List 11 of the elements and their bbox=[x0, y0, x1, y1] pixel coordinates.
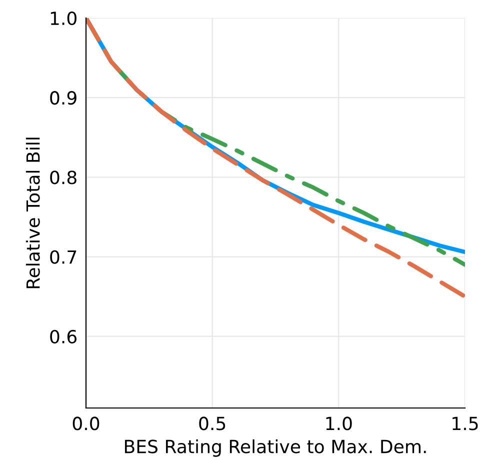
y-axis-title: Relative Total Bill bbox=[26, 138, 40, 288]
x-tick-label: 0.0 bbox=[72, 416, 100, 430]
y-tick-label: 0.7 bbox=[50, 250, 76, 264]
x-tick-label: 1.5 bbox=[452, 416, 478, 430]
y-tick-label: 0.9 bbox=[50, 91, 76, 105]
y-tick-label: 0.6 bbox=[50, 330, 77, 344]
x-tick-label: 1.0 bbox=[326, 416, 352, 430]
y-tick-label: 0.8 bbox=[50, 170, 76, 184]
x-axis-title: BES Rating Relative to Max. Dem. bbox=[125, 439, 426, 457]
x-tick-label: 0.5 bbox=[199, 416, 226, 430]
y-tick-label: 1.0 bbox=[50, 11, 76, 26]
